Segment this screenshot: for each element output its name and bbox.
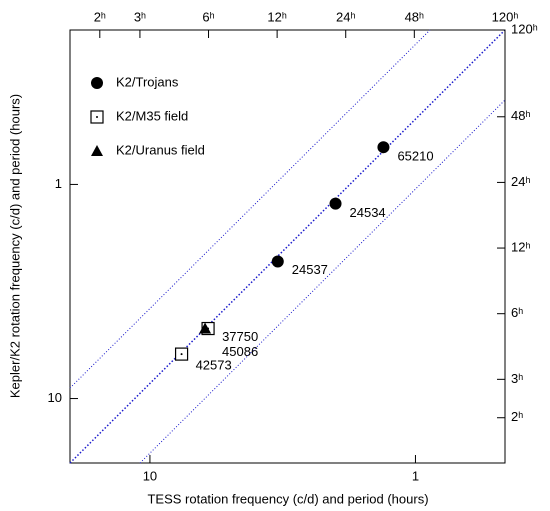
y2-tick-label: 3ʰ <box>511 371 523 386</box>
point-dot <box>96 116 98 118</box>
y2-tick-label: 6ʰ <box>511 305 523 320</box>
y2-tick-label: 24ʰ <box>511 174 530 189</box>
point-label: 24537 <box>292 262 328 277</box>
x-tick-label: 1 <box>412 468 419 483</box>
legend-label: K2/Uranus field <box>116 142 205 157</box>
point-label: 24534 <box>350 205 386 220</box>
reference-lines <box>69 29 506 464</box>
x-tick-label: 10 <box>143 468 157 483</box>
point <box>91 77 103 89</box>
x2-tick-label: 48ʰ <box>405 9 424 24</box>
offset-line <box>69 29 431 389</box>
legend-label: K2/M35 field <box>116 108 188 123</box>
y-tick-label: 10 <box>48 390 62 405</box>
x2-tick-label: 3ʰ <box>134 9 146 24</box>
x2-tick-label: 120ʰ <box>492 9 519 24</box>
y-tick-label: 1 <box>55 176 62 191</box>
point <box>271 255 284 268</box>
x2-tick-label: 2ʰ <box>94 9 106 24</box>
point-label: 42573 <box>196 358 232 373</box>
y-axis-title: Kepler/K2 rotation frequency (c/d) and p… <box>7 94 22 398</box>
point-label: 65210 <box>397 149 433 164</box>
point-dot <box>180 353 183 356</box>
y2-tick-label: 48ʰ <box>511 108 530 123</box>
x2-tick-label: 6ʰ <box>202 9 214 24</box>
point <box>91 145 103 156</box>
point-label: 37750 <box>222 329 258 344</box>
plot-frame <box>69 29 506 464</box>
point <box>329 197 342 210</box>
x-axis-title: TESS rotation frequency (c/d) and period… <box>147 491 428 506</box>
point <box>377 141 390 154</box>
point-label: 45086 <box>222 344 258 359</box>
equality-line <box>69 29 506 464</box>
legend-label: K2/Trojans <box>116 74 179 89</box>
y2-tick-label: 12ʰ <box>511 239 530 254</box>
y2-tick-label: 2ʰ <box>511 409 523 424</box>
x2-tick-label: 24ʰ <box>336 9 355 24</box>
x2-tick-label: 12ʰ <box>267 9 286 24</box>
point <box>199 322 212 334</box>
y2-tick-label: 120ʰ <box>511 21 538 36</box>
